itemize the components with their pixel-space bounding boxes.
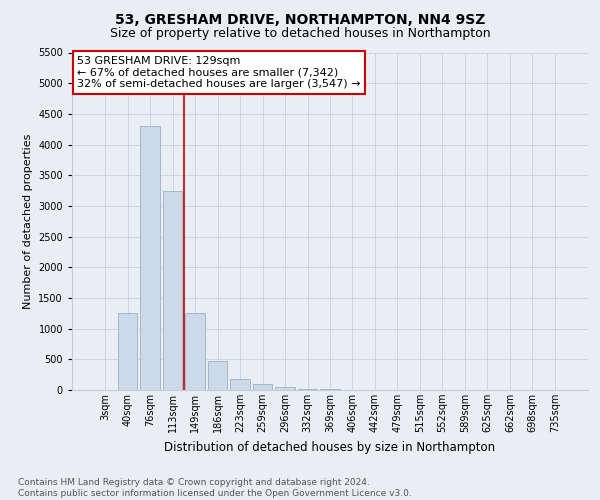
Text: Contains HM Land Registry data © Crown copyright and database right 2024.
Contai: Contains HM Land Registry data © Crown c… (18, 478, 412, 498)
X-axis label: Distribution of detached houses by size in Northampton: Distribution of detached houses by size … (164, 440, 496, 454)
Text: 53 GRESHAM DRIVE: 129sqm
← 67% of detached houses are smaller (7,342)
32% of sem: 53 GRESHAM DRIVE: 129sqm ← 67% of detach… (77, 56, 361, 89)
Bar (140, 126, 160, 390)
Bar (230, 379, 250, 390)
Text: 53, GRESHAM DRIVE, NORTHAMPTON, NN4 9SZ: 53, GRESHAM DRIVE, NORTHAMPTON, NN4 9SZ (115, 12, 485, 26)
Text: Size of property relative to detached houses in Northampton: Size of property relative to detached ho… (110, 28, 490, 40)
Bar (253, 384, 272, 390)
Y-axis label: Number of detached properties: Number of detached properties (23, 134, 32, 309)
Bar (275, 387, 295, 390)
Bar (163, 190, 182, 390)
Bar (118, 314, 137, 390)
Bar (298, 389, 317, 390)
Bar (208, 361, 227, 390)
Bar (185, 314, 205, 390)
